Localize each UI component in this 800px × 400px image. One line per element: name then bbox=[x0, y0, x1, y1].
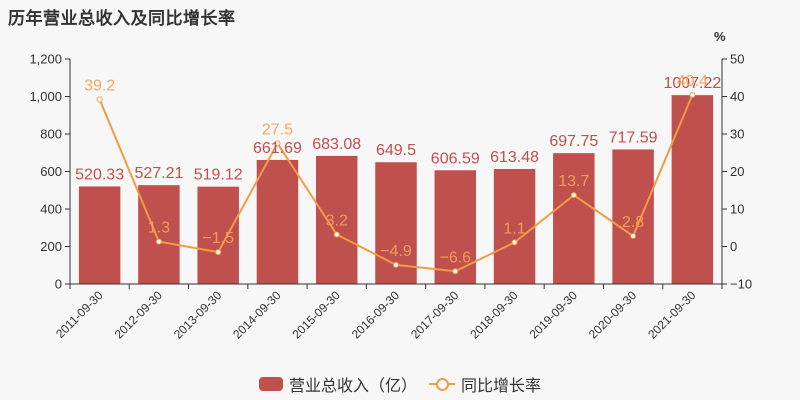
bar-value-label: 1007.22 bbox=[663, 75, 721, 92]
y-left-tick: 1,000 bbox=[29, 89, 62, 104]
y-right-tick: 50 bbox=[730, 52, 744, 67]
x-category-label: 2012-09-30 bbox=[112, 288, 166, 342]
revenue-bar[interactable] bbox=[256, 159, 299, 284]
bar-series bbox=[78, 95, 714, 285]
legend-item-growth[interactable]: 同比增长率 bbox=[429, 372, 541, 396]
growth-point[interactable] bbox=[570, 192, 577, 199]
x-category-label: 2014-09-30 bbox=[230, 288, 284, 342]
growth-point[interactable] bbox=[333, 231, 340, 238]
y-right-tick: 10 bbox=[730, 202, 744, 217]
y-right-tick: 20 bbox=[730, 164, 744, 179]
line-marker-icon bbox=[429, 377, 455, 391]
x-category-label: 2018-09-30 bbox=[467, 288, 521, 342]
x-category-label: 2013-09-30 bbox=[171, 288, 225, 342]
y-right-tick: 30 bbox=[730, 127, 744, 142]
revenue-bar[interactable] bbox=[138, 185, 180, 284]
legend-item-revenue[interactable]: 营业总收入（亿） bbox=[258, 372, 417, 396]
bar-value-label: 520.33 bbox=[75, 166, 124, 183]
bar-value-label: 661.69 bbox=[253, 140, 302, 157]
bar-value-label: 606.59 bbox=[431, 150, 480, 167]
bar-value-label: 683.08 bbox=[312, 136, 361, 153]
growth-point[interactable] bbox=[511, 239, 518, 246]
x-category-label: 2017-09-30 bbox=[408, 288, 462, 342]
y-left-tick: 1,200 bbox=[29, 52, 62, 67]
growth-value-label: 1.1 bbox=[503, 220, 525, 237]
legend: 营业总收入（亿） 同比增长率 bbox=[0, 372, 800, 396]
growth-value-label: 39.2 bbox=[84, 78, 115, 95]
growth-value-label: 2.8 bbox=[622, 214, 644, 231]
growth-point[interactable] bbox=[393, 261, 399, 268]
revenue-bar[interactable] bbox=[612, 149, 654, 284]
revenue-bar[interactable] bbox=[78, 186, 121, 284]
y-right-tick: 0 bbox=[730, 239, 737, 254]
x-category-label: 2015-09-30 bbox=[290, 288, 344, 342]
x-category-label: 2019-09-30 bbox=[527, 288, 581, 342]
y-left-tick: 200 bbox=[40, 239, 62, 254]
line-series bbox=[96, 92, 696, 275]
y-right-tick: −10 bbox=[730, 277, 752, 292]
y-right-unit: % bbox=[714, 29, 726, 44]
bar-value-label: 519.12 bbox=[194, 167, 243, 184]
growth-point[interactable] bbox=[155, 238, 162, 245]
revenue-bar[interactable] bbox=[197, 186, 239, 284]
y-right-tick: 40 bbox=[730, 89, 744, 104]
growth-point[interactable] bbox=[274, 140, 281, 147]
growth-value-label: 27.5 bbox=[262, 121, 293, 138]
x-category-label: 2021-09-30 bbox=[645, 288, 699, 342]
y-left-tick: 400 bbox=[40, 202, 62, 217]
x-category-label: 2016-09-30 bbox=[349, 288, 403, 342]
growth-point[interactable] bbox=[689, 92, 696, 98]
growth-value-label: 1.3 bbox=[148, 220, 170, 237]
growth-value-label: −1.5 bbox=[202, 230, 234, 247]
x-category-label: 2011-09-30 bbox=[53, 288, 106, 341]
x-category-label: 2020-09-30 bbox=[586, 288, 640, 342]
revenue-bar[interactable] bbox=[671, 95, 714, 285]
growth-value-label: −6.6 bbox=[439, 249, 471, 266]
bar-value-label: 697.75 bbox=[549, 133, 598, 150]
bar-value-label: 717.59 bbox=[609, 129, 658, 146]
growth-value-label: 40.4 bbox=[677, 73, 708, 90]
legend-label-revenue: 营业总收入（亿） bbox=[288, 376, 417, 395]
y-left-tick: 600 bbox=[40, 164, 62, 179]
growth-value-label: 13.7 bbox=[558, 173, 589, 190]
y-left-tick: 800 bbox=[40, 127, 62, 142]
bar-value-label: 649.5 bbox=[376, 142, 416, 159]
growth-value-label: 3.2 bbox=[326, 213, 348, 230]
growth-value-label: −4.9 bbox=[380, 243, 412, 260]
legend-label-growth: 同比增长率 bbox=[461, 376, 542, 395]
y-left-tick: 0 bbox=[55, 277, 62, 292]
growth-point[interactable] bbox=[215, 249, 222, 256]
growth-point[interactable] bbox=[96, 96, 103, 103]
chart-title: 历年营业总收入及同比增长率 bbox=[8, 9, 236, 29]
revenue-bar[interactable] bbox=[434, 170, 477, 284]
bar-swatch-icon bbox=[258, 377, 283, 391]
revenue-bar[interactable] bbox=[493, 168, 536, 284]
bar-value-label: 527.21 bbox=[134, 165, 183, 182]
revenue-bar[interactable] bbox=[553, 153, 595, 284]
data-labels: 520.33 527.21 519.12 661.69 683.08 649.5 606.5… bbox=[75, 73, 721, 266]
revenue-bar[interactable] bbox=[315, 155, 358, 284]
growth-point[interactable] bbox=[452, 268, 459, 275]
bar-value-label: 613.48 bbox=[490, 149, 539, 166]
growth-point[interactable] bbox=[630, 233, 637, 239]
